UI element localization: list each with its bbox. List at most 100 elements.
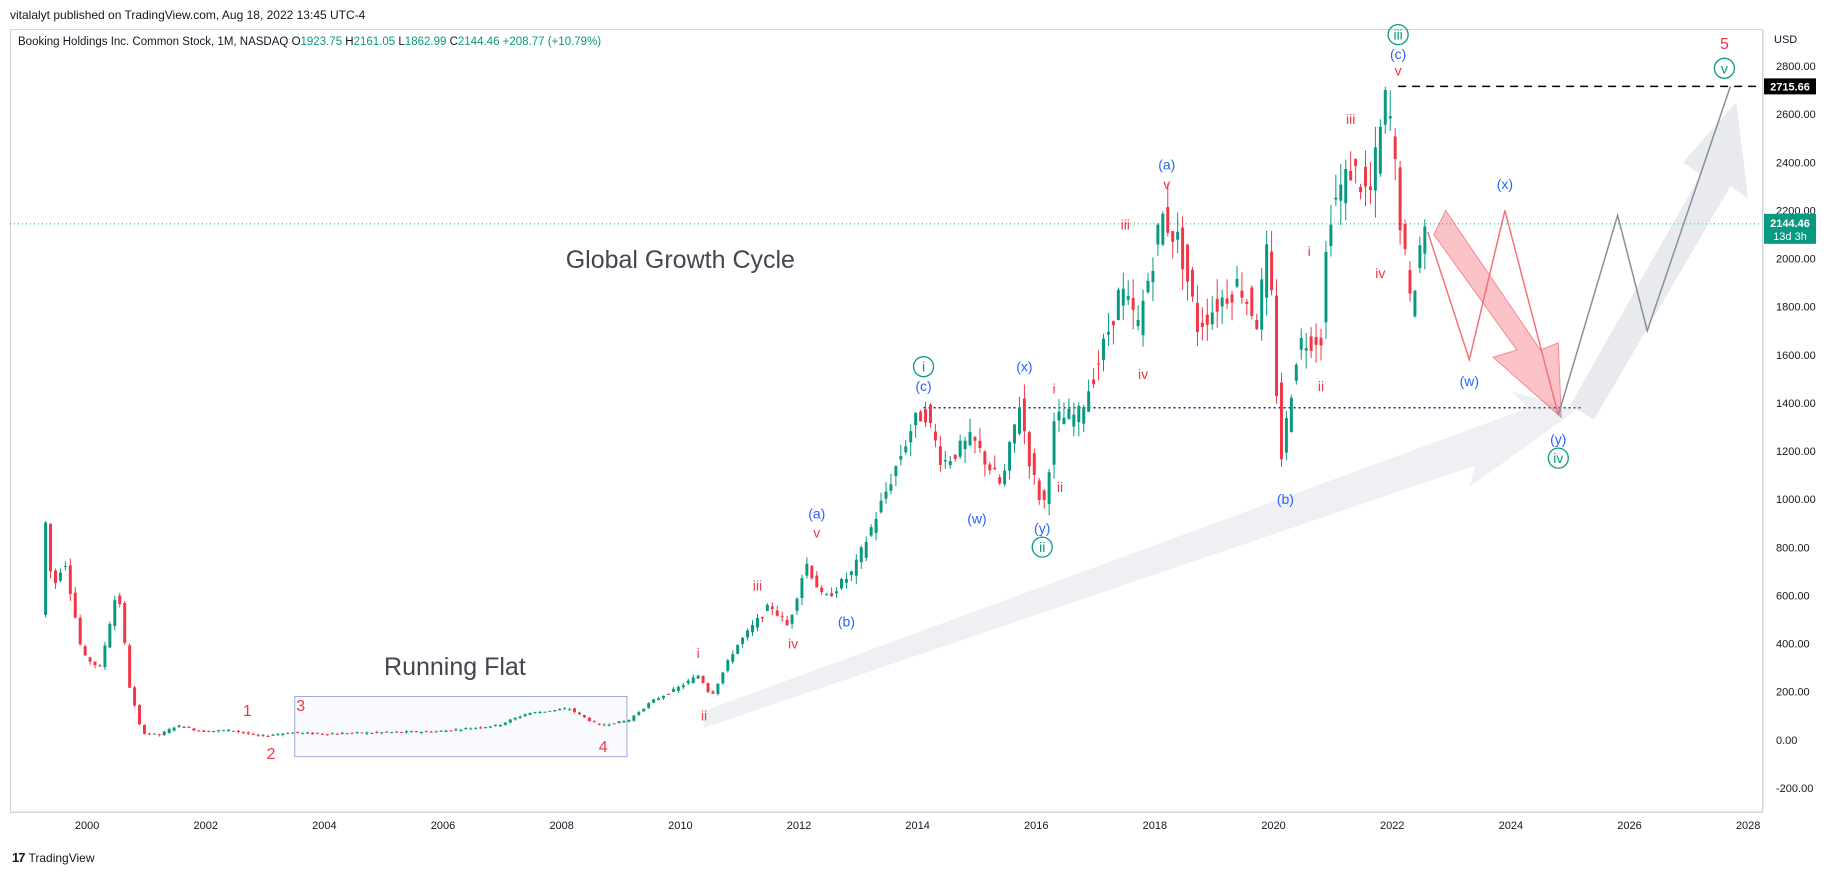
x-tick-label: 2022 [1380,820,1404,832]
candle-body [311,732,315,735]
candle-body [647,703,651,708]
y-tick-label: 1600.00 [1776,350,1816,362]
candle-body [301,732,305,734]
candle-body [489,726,492,728]
candles [44,86,1427,737]
candle-body [849,571,853,576]
candle-body [1220,297,1224,307]
wave-label: iii [1121,217,1130,233]
candle-body [1373,147,1377,191]
candle-body [325,734,329,736]
wave-label: (b) [838,614,855,630]
candle-body [1235,278,1239,287]
candle-body [1413,290,1417,317]
candle-body [167,729,171,734]
candle-body [419,732,423,734]
candle-body [380,732,384,734]
candle-body [212,731,216,733]
candle-body [345,733,349,735]
candle-body [1047,472,1051,504]
candle-body [187,727,191,729]
candle-body [686,680,690,684]
y-tick-label: -200.00 [1776,783,1813,795]
wave-label: i [1053,380,1056,396]
candle-body [755,618,759,628]
candle-body [1067,408,1071,419]
candle-body [1087,391,1091,412]
candle-body [533,712,537,714]
candle-body [573,708,577,713]
y-tick-label: 400.00 [1776,639,1810,651]
candle-body [711,691,715,694]
high-label: H [345,36,354,48]
candle-body [780,616,784,618]
target-price-text: 2715.66 [1770,81,1810,93]
wave-v-projection [1557,86,1732,416]
candle-body [563,708,567,710]
wave-label: ii [1039,539,1045,555]
candle-body [978,440,982,449]
candle-body [365,732,369,734]
candle-body [716,683,720,694]
change-value: +208.77 (+10.79%) [502,36,602,48]
wave-label: 3 [296,698,305,715]
wave-circle [1031,536,1053,558]
candle-body [1171,231,1175,242]
candle-body [909,431,913,443]
candle-body [1344,168,1348,204]
candle-body [508,719,512,723]
candle-body [642,708,646,712]
wave-label: (w) [967,510,986,526]
candle-body [805,563,809,576]
candle-body [746,630,750,638]
candle-body [1121,288,1125,306]
candle-body [1383,90,1387,125]
wave-label: (b) [1277,491,1294,507]
wave-circle [1547,447,1569,469]
candle-body [370,733,374,735]
tradingview-footer[interactable]: 17 TradingView [12,850,95,865]
candle-body [1156,224,1160,245]
candle-body [479,727,483,729]
candle-body [1309,336,1313,351]
wave-label: iv [788,635,798,651]
wave-label: 4 [599,739,608,756]
wave-label: (x) [1497,176,1513,192]
candle-body [889,484,893,491]
candle-body [493,724,497,727]
candle-body [830,593,834,597]
candle-body [142,724,146,734]
candle-body [1176,231,1180,240]
wave-label: iii [1393,27,1402,43]
x-tick-label: 2024 [1499,820,1523,832]
candle-body [449,730,453,732]
x-tick-label: 2020 [1261,820,1285,832]
x-tick-label: 2006 [431,820,455,832]
candle-body [558,709,562,711]
wave-label: 2 [267,746,276,763]
wave-label: (y) [1034,520,1050,536]
wave-circle [912,356,935,378]
candle-body [1339,184,1343,201]
candle-body [222,730,226,732]
candle-body [548,710,552,712]
candle-body [1052,421,1056,465]
candle-body [217,730,221,732]
candle-body [1368,186,1372,191]
candle-body [1329,224,1333,247]
candle-body [701,675,705,683]
candle-body [597,723,601,725]
candle-body [1116,289,1120,320]
countdown-text: 13d 3h [1773,231,1807,243]
candle-body [657,698,661,700]
open-label: O [291,36,301,48]
candle-body [335,733,339,735]
candle-body [390,732,394,734]
candle-body [874,518,878,533]
candle-body [58,572,62,581]
wave-label: i [697,645,700,661]
candle-body [582,715,586,718]
